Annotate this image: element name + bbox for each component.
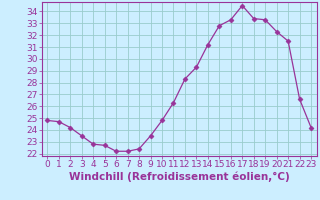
X-axis label: Windchill (Refroidissement éolien,°C): Windchill (Refroidissement éolien,°C): [69, 172, 290, 182]
